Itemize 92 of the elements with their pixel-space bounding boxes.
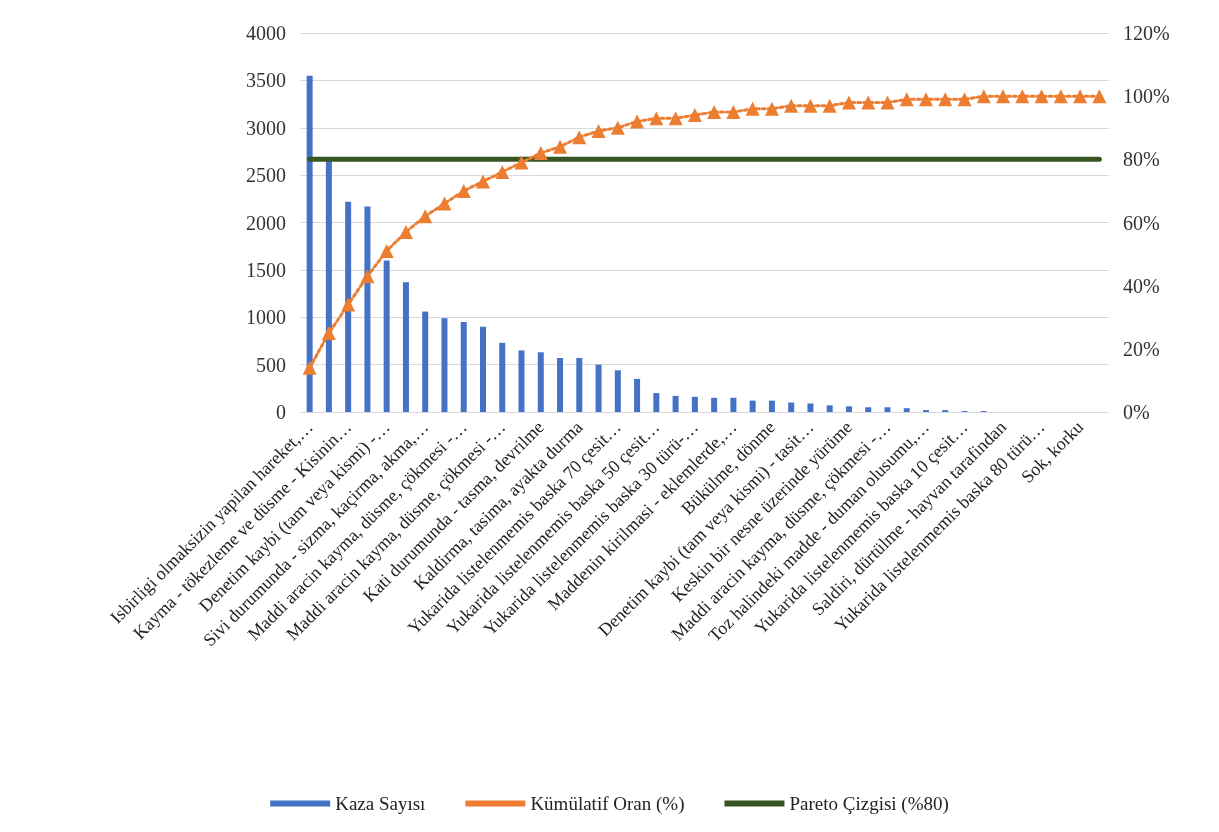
bar: [364, 206, 371, 412]
point: [379, 243, 394, 258]
point: [784, 98, 799, 113]
point: [360, 269, 375, 284]
point: [687, 108, 702, 123]
point: [822, 98, 837, 113]
y-tick-label: 0: [276, 401, 286, 423]
point: [957, 92, 972, 107]
y2-tick-label: 0%: [1123, 401, 1150, 423]
bar: [518, 350, 525, 412]
y-tick-label: 1500: [246, 258, 286, 281]
point: [976, 89, 991, 104]
point: [495, 164, 510, 179]
point: [919, 92, 934, 107]
point: [630, 114, 645, 129]
y-tick-label: 2000: [246, 211, 286, 234]
point: [514, 155, 529, 170]
bar: [711, 397, 718, 412]
point: [475, 174, 490, 189]
bar: [595, 364, 602, 412]
bar: [345, 201, 352, 412]
point: [1053, 89, 1068, 104]
point: [341, 297, 356, 312]
y-tick-label: 3500: [246, 69, 286, 92]
y2-tick-label: 120%: [1123, 22, 1170, 44]
point: [764, 101, 779, 116]
point: [572, 130, 587, 145]
bar: [788, 402, 795, 412]
bar: [884, 407, 891, 412]
bar: [441, 318, 448, 412]
point: [649, 111, 664, 126]
point: [437, 196, 452, 211]
y2-tick-label: 20%: [1123, 337, 1160, 360]
bar: [749, 400, 756, 412]
point: [1073, 89, 1088, 104]
bar: [402, 282, 409, 412]
bar: [768, 400, 775, 412]
point: [938, 92, 953, 107]
legend-label: Kaza Sayısı: [335, 793, 426, 814]
bar: [499, 342, 506, 412]
legend-label: Pareto Çizgisi (%80): [789, 793, 949, 815]
y-tick-label: 2500: [246, 164, 286, 187]
point: [1034, 89, 1049, 104]
bar: [691, 396, 698, 412]
y2-tick-label: 40%: [1123, 274, 1160, 297]
point: [726, 104, 741, 119]
bar: [383, 260, 390, 412]
point: [553, 139, 568, 154]
point: [861, 95, 876, 110]
y2-tick-label: 80%: [1123, 148, 1160, 171]
bar: [422, 311, 429, 412]
point: [899, 92, 914, 107]
bar: [634, 378, 641, 412]
point: [880, 95, 895, 110]
point: [610, 120, 625, 135]
point: [803, 98, 818, 113]
bar: [576, 357, 583, 412]
y-tick-label: 3000: [246, 116, 286, 139]
point: [321, 326, 336, 341]
point: [418, 209, 433, 224]
y-tick-label: 1000: [246, 306, 286, 329]
point: [745, 101, 760, 116]
y-tick-label: 4000: [246, 22, 286, 44]
y2-tick-label: 60%: [1123, 211, 1160, 234]
legend-label: Kümülatif Oran (%): [530, 793, 685, 815]
bar: [672, 395, 679, 412]
bar: [845, 406, 852, 412]
bar: [460, 321, 467, 412]
bar: [306, 75, 313, 412]
point: [841, 95, 856, 110]
point: [398, 224, 413, 239]
y2-tick-label: 100%: [1123, 85, 1170, 108]
bar: [865, 407, 872, 412]
point: [302, 360, 317, 375]
point: [591, 123, 606, 138]
bar: [537, 352, 544, 412]
bar: [614, 370, 621, 412]
point: [533, 146, 548, 161]
bar: [807, 403, 814, 412]
point: [456, 183, 471, 198]
point: [668, 111, 683, 126]
bar: [479, 326, 486, 412]
y-tick-label: 500: [256, 353, 286, 376]
bar: [826, 405, 833, 412]
bar: [653, 393, 660, 412]
bar: [730, 397, 737, 412]
bar: [903, 408, 910, 412]
bar: [557, 357, 564, 412]
point: [1015, 89, 1030, 104]
point: [1092, 89, 1107, 104]
point: [707, 104, 722, 119]
point: [996, 89, 1011, 104]
